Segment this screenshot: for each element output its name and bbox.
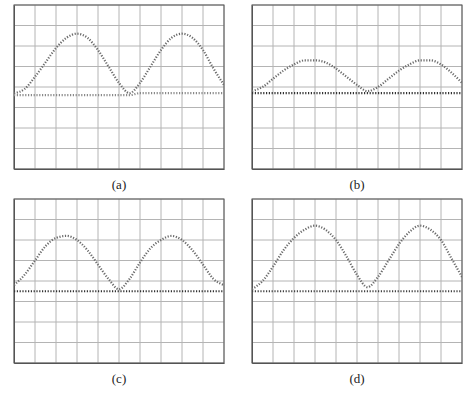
grid-line (14, 219, 224, 220)
plot-frame (14, 199, 224, 363)
grid-line (14, 128, 224, 129)
grid-line (14, 25, 224, 26)
plot-background (14, 199, 224, 363)
panel: (a) (14, 5, 225, 192)
grid-line (14, 46, 224, 47)
x-grid (252, 5, 462, 169)
grid-line (252, 342, 462, 343)
grid-line (14, 87, 224, 88)
panel: (c) (14, 199, 225, 386)
traces (252, 226, 462, 292)
grid-line (252, 128, 462, 129)
grid-line (14, 281, 224, 282)
trace (252, 60, 462, 91)
grid-line (14, 322, 224, 323)
panel: (b) (252, 5, 463, 192)
trace (252, 290, 462, 292)
grid-line (14, 148, 224, 149)
plot-frame (252, 199, 462, 363)
trace (252, 92, 462, 94)
trace (252, 226, 462, 290)
plot-frame (252, 5, 462, 169)
grid-line (252, 322, 462, 323)
trace (14, 236, 224, 289)
grid-line (252, 301, 462, 302)
grid-line (252, 219, 462, 220)
trace (14, 290, 224, 292)
grid-line (14, 240, 224, 241)
grid-line (252, 25, 462, 26)
traces (14, 236, 224, 291)
grid-line (252, 107, 462, 108)
grid-line (252, 87, 462, 88)
grid-line (14, 66, 224, 67)
figure: (a) (b) (c) (d) (0, 0, 474, 395)
grid-line (252, 148, 462, 149)
panel-caption: (a) (112, 177, 126, 192)
plot-background (252, 199, 462, 363)
grid-line (252, 66, 462, 67)
grid-line (14, 107, 224, 108)
panel-caption: (b) (349, 177, 364, 192)
panel: (d) (252, 199, 463, 386)
grid-line (252, 46, 462, 47)
x-grid (14, 199, 224, 363)
trace (14, 93, 224, 95)
x-grid (14, 5, 224, 169)
grid-line (14, 342, 224, 343)
y-grid (14, 199, 224, 363)
y-grid (252, 5, 462, 169)
panel-caption: (d) (349, 371, 364, 386)
grid-line (252, 240, 462, 241)
traces (252, 60, 462, 93)
trace (14, 34, 224, 93)
panel-caption: (c) (112, 371, 126, 386)
grid-line (252, 281, 462, 282)
plot-background (14, 5, 224, 169)
grid-line (14, 260, 224, 261)
plot-background (252, 5, 462, 169)
y-grid (14, 5, 224, 169)
plot-frame (14, 5, 224, 169)
traces (14, 34, 224, 95)
grid-line (252, 260, 462, 261)
x-grid (252, 199, 462, 363)
y-grid (252, 199, 462, 363)
grid-line (14, 301, 224, 302)
